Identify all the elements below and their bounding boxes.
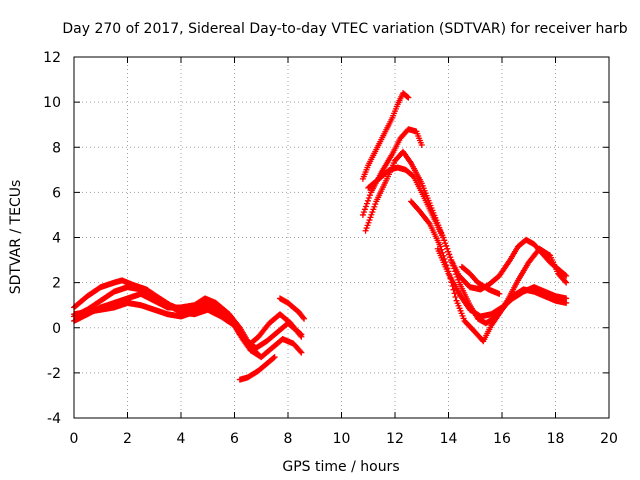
- series-track-4: [71, 299, 262, 358]
- data-point-marker: [453, 271, 460, 278]
- data-point-marker: [301, 315, 308, 322]
- data-point-marker: [454, 273, 461, 280]
- data-point-marker: [562, 272, 569, 279]
- data-point-marker: [450, 262, 457, 269]
- y-tick-label: 4: [52, 231, 61, 247]
- x-tick-label: 4: [177, 431, 186, 447]
- x-axis-label: GPS time / hours: [282, 459, 399, 475]
- data-point-marker: [361, 206, 368, 213]
- y-tick-label: 8: [52, 140, 61, 156]
- grid-lines: [74, 57, 609, 418]
- series-track-5: [236, 354, 278, 383]
- y-tick-label: 2: [52, 276, 61, 292]
- data-point-marker: [359, 211, 366, 218]
- data-point-marker: [298, 333, 305, 340]
- data-point-marker: [563, 279, 570, 286]
- x-tick-labels: 0 2 4 6 8 10 12 14 16 18 20: [70, 431, 618, 447]
- data-point-marker: [418, 141, 425, 148]
- data-point-marker: [364, 197, 371, 204]
- data-point-marker: [563, 295, 570, 302]
- x-tick-label: 16: [493, 431, 511, 447]
- series-track-3: [71, 290, 305, 349]
- data-point-marker: [444, 245, 451, 252]
- x-tick-label: 0: [70, 431, 79, 447]
- data-point-marker: [562, 278, 569, 285]
- series-track-13: [458, 263, 503, 297]
- x-tick-label: 14: [440, 431, 458, 447]
- data-point-marker: [443, 242, 450, 249]
- data-point-marker: [360, 209, 367, 216]
- data-point-marker: [448, 257, 455, 264]
- data-point-marker: [449, 259, 456, 266]
- data-point-marker: [300, 314, 307, 321]
- data-point-marker: [255, 351, 262, 358]
- x-tick-label: 6: [230, 431, 239, 447]
- y-tick-label: 0: [52, 321, 61, 337]
- series-track-6: [276, 295, 308, 322]
- data-point-marker: [452, 294, 459, 301]
- data-point-marker: [298, 349, 305, 356]
- data-point-marker: [363, 200, 370, 207]
- data-point-marker: [369, 209, 376, 216]
- data-point-marker: [441, 237, 448, 244]
- x-tick-label: 18: [547, 431, 565, 447]
- series-track-7: [359, 90, 412, 182]
- data-point-marker: [362, 227, 369, 234]
- data-point-marker: [563, 272, 570, 279]
- series-track-10: [365, 164, 570, 327]
- y-tick-labels: -4 -2 0 2 4 6 8 10 12: [43, 50, 61, 427]
- data-point-marker: [365, 195, 372, 202]
- data-point-marker: [297, 348, 304, 355]
- data-point-marker: [405, 94, 412, 101]
- series-track-12: [434, 245, 570, 320]
- data-point-marker: [365, 219, 372, 226]
- data-point-marker: [404, 93, 411, 100]
- data-point-marker: [270, 354, 277, 361]
- data-point-marker: [366, 192, 373, 199]
- data-point-marker: [446, 251, 453, 258]
- data-point-marker: [451, 265, 458, 272]
- data-point-marker: [447, 254, 454, 261]
- data-point-marker: [452, 268, 459, 275]
- data-point-marker: [271, 354, 278, 361]
- data-point-marker: [455, 276, 462, 283]
- data-point-marker: [425, 219, 432, 226]
- data-series: [71, 90, 570, 383]
- x-tick-label: 2: [123, 431, 132, 447]
- data-point-marker: [366, 217, 373, 224]
- data-point-marker: [363, 225, 370, 232]
- y-tick-label: -2: [47, 366, 61, 382]
- y-tick-label: -4: [47, 411, 61, 427]
- data-point-marker: [372, 201, 379, 208]
- data-point-marker: [496, 290, 503, 297]
- data-point-marker: [297, 332, 304, 339]
- y-tick-label: 6: [52, 185, 61, 201]
- data-point-marker: [445, 248, 452, 255]
- data-point-marker: [371, 203, 378, 210]
- data-point-marker: [254, 350, 261, 357]
- data-point-marker: [362, 203, 369, 210]
- data-point-marker: [370, 206, 377, 213]
- y-axis-label: SDTVAR / TECUs: [8, 180, 24, 295]
- axis-ticks: [73, 56, 610, 419]
- y-tick-label: 12: [43, 50, 61, 66]
- data-point-marker: [440, 234, 447, 241]
- data-point-marker: [367, 214, 374, 221]
- data-point-marker: [368, 211, 375, 218]
- x-tick-label: 20: [600, 431, 618, 447]
- x-tick-label: 8: [284, 431, 293, 447]
- x-tick-label: 10: [333, 431, 351, 447]
- y-tick-label: 10: [43, 95, 61, 111]
- chart-title: Day 270 of 2017, Sidereal Day-to-day VTE…: [62, 21, 627, 37]
- x-tick-label: 12: [386, 431, 404, 447]
- data-point-marker: [364, 222, 371, 229]
- data-point-marker: [442, 240, 449, 247]
